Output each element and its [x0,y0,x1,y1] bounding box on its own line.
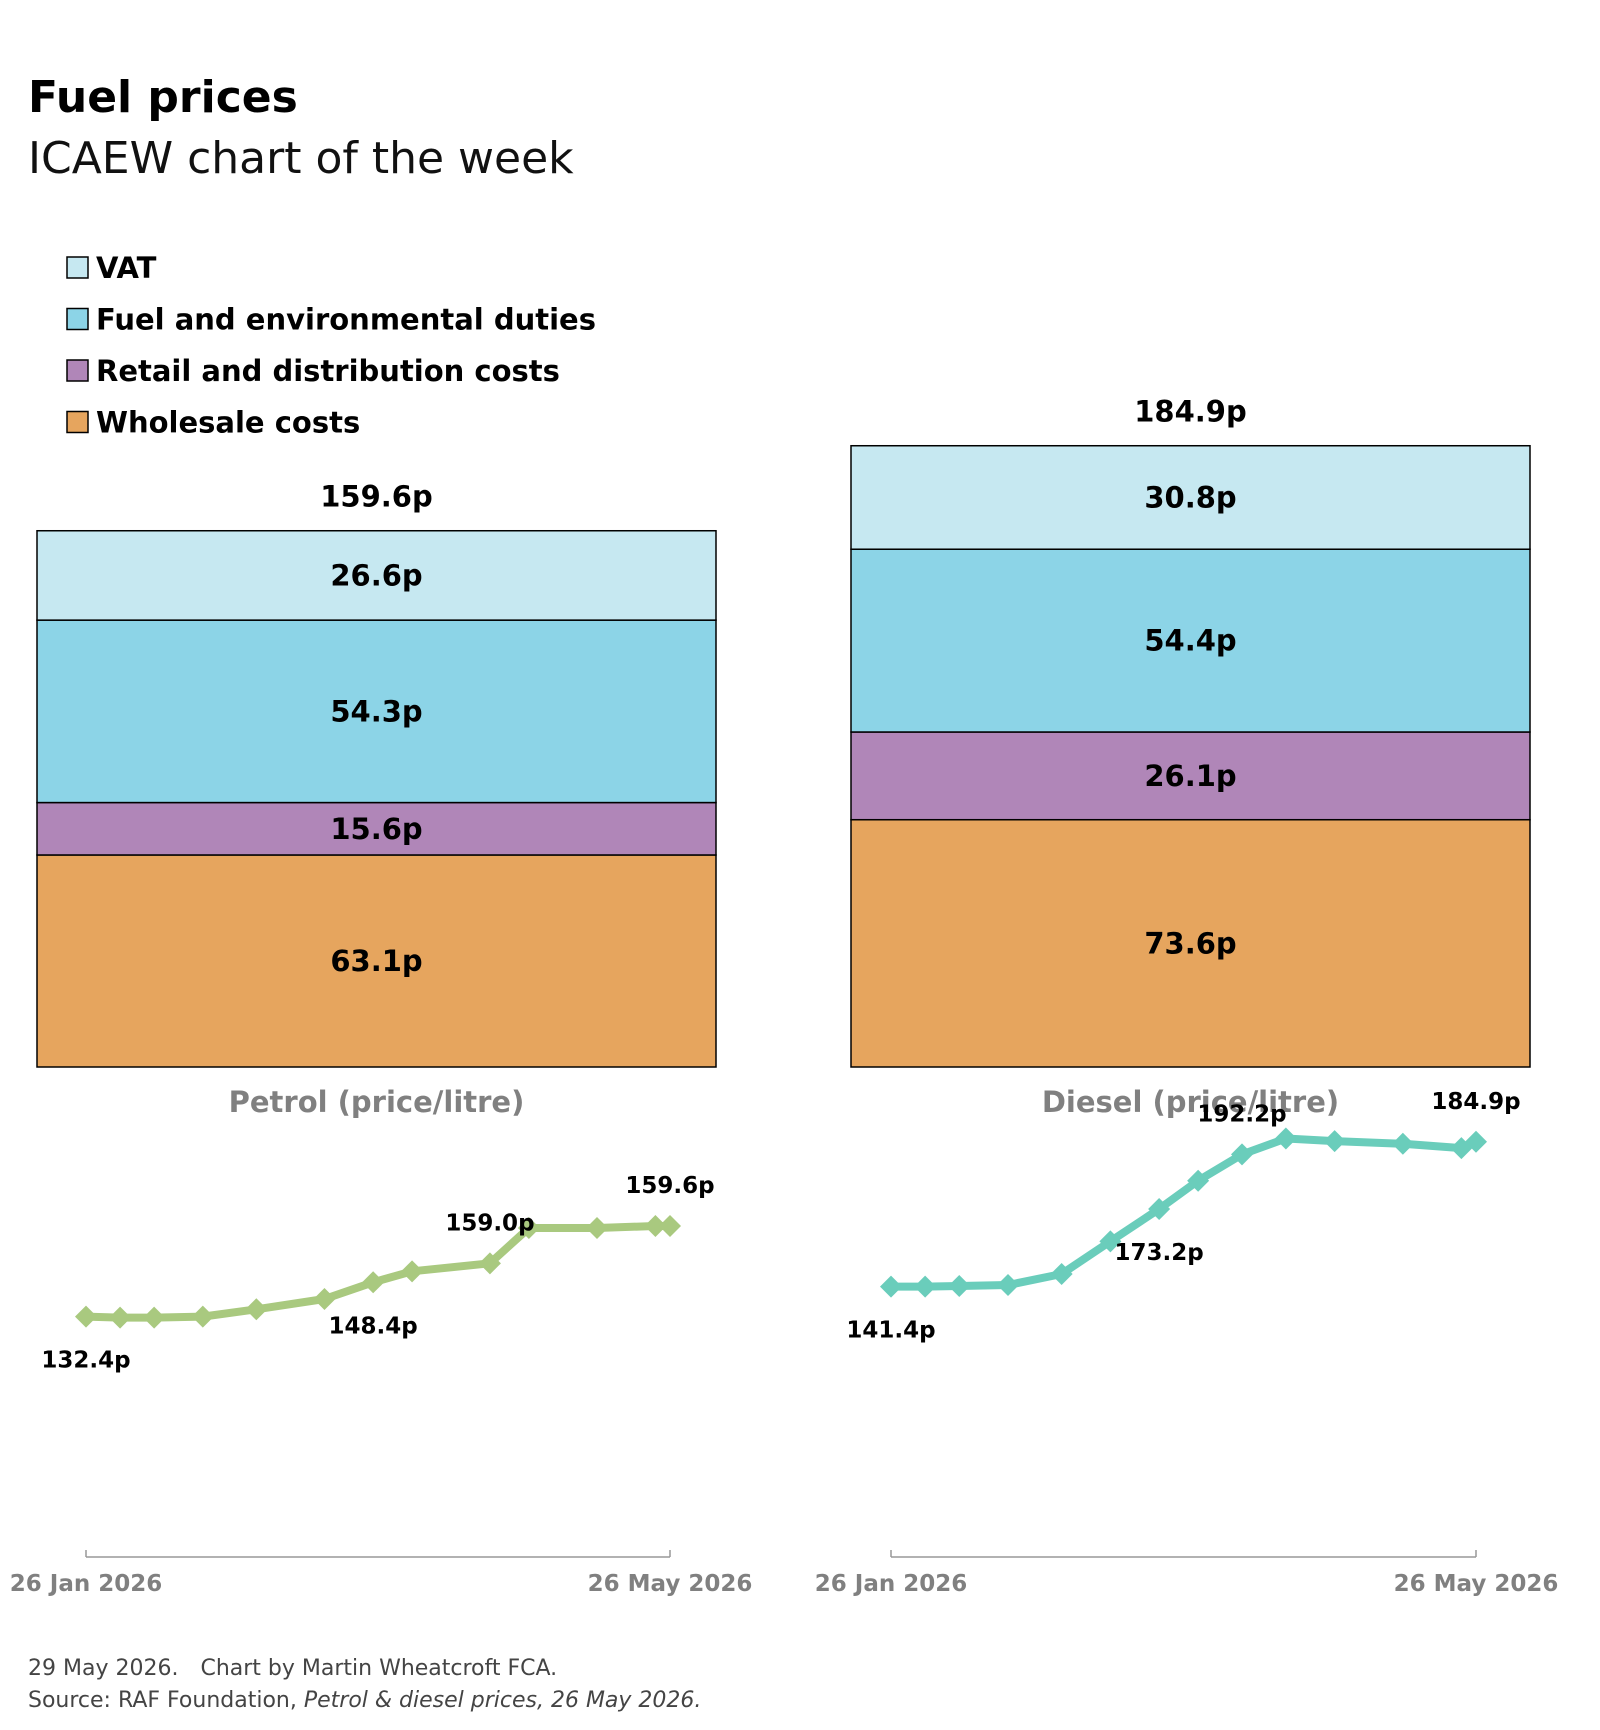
legend-label-fuel-and-environmental-duties: Fuel and environmental duties [96,303,596,337]
legend-label-wholesale-costs: Wholesale costs [96,406,360,440]
bar-value-label: 54.3p [330,694,422,728]
bar-segment-wholesale-costs-petrol [36,854,717,1068]
price-point-diesel [1274,1127,1297,1150]
price-point-petrol [109,1306,132,1329]
price-annotation-petrol: 132.4p [41,1348,130,1374]
price-annotation-petrol: 148.4p [329,1313,418,1339]
price-annotation-diesel: 173.2p [1115,1240,1204,1266]
bar-segment-vat-diesel [850,444,1531,550]
price-point-diesel [1187,1169,1210,1192]
price-point-petrol [659,1215,681,1238]
price-point-petrol [143,1306,166,1329]
bar-segment-vat-petrol [36,529,717,621]
price-point-petrol [362,1271,385,1294]
price-point-petrol [586,1217,608,1240]
bar-segment-fuel-and-environmental-duties-diesel [850,548,1531,733]
bar-value-label: 63.1p [330,944,422,978]
price-point-petrol [313,1287,336,1310]
bar-value-label: 54.4p [1144,624,1236,658]
price-annotation-diesel: 141.4p [846,1318,935,1344]
footer-credit: Chart by Martin Wheatcroft FCA. [200,1656,558,1681]
price-annotation-petrol: 159.6p [625,1173,714,1199]
price-point-diesel [880,1275,902,1298]
bar-value-label: 15.6p [330,812,422,846]
footer-source-line: Source: RAF Foundation, Petrol & diesel … [28,1688,701,1713]
legend-swatch-wholesale-costs [66,410,89,434]
price-line-petrol [82,1222,674,1322]
bar-value-label: 26.6p [330,558,422,592]
footer-credit-line: 29 May 2026. Chart by Martin Wheatcroft F… [28,1656,557,1681]
price-point-petrol [191,1305,214,1328]
price-annotation-diesel: 192.2p [1197,1101,1286,1127]
legend-swatch-retail-and-distribution-costs [66,359,89,382]
price-point-diesel [1465,1130,1487,1153]
price-point-petrol [75,1305,97,1328]
price-point-diesel [1050,1262,1073,1285]
bar-segment-fuel-and-environmental-duties-petrol [36,619,717,804]
price-point-diesel [1231,1143,1253,1166]
chart-subtitle: ICAEW chart of the week [28,133,574,184]
footer-date: 29 May 2026. [28,1656,179,1681]
price-point-diesel [997,1273,1019,1296]
price-annotation-petrol: 159.0p [445,1210,534,1236]
bar-segment-wholesale-costs-diesel [850,818,1531,1068]
price-point-diesel [1099,1230,1122,1253]
price-point-diesel [1148,1198,1171,1221]
x-tick-label-end-petrol: 26 May 2026 [588,1571,753,1597]
x-tick-label-end-diesel: 26 May 2026 [1394,1571,1559,1597]
bar-total-label: 159.6p [320,480,433,514]
price-annotation-diesel: 184.9p [1431,1089,1520,1115]
price-point-diesel [948,1274,971,1297]
bar-segment-retail-and-distribution-costs-diesel [850,731,1531,821]
footer-source-title: Petrol & diesel prices, 26 May 2026. [303,1688,702,1713]
bar-value-label: 26.1p [1144,759,1236,793]
legend-label-vat: VAT [96,251,157,285]
price-point-petrol [245,1298,268,1321]
bar-total-label: 184.9p [1134,395,1247,429]
legend-swatch-fuel-and-environmental-duties [66,307,89,331]
bar-segment-retail-and-distribution-costs-petrol [36,801,717,856]
category-label-petrol: Petrol (price/litre) [229,1085,525,1119]
price-point-petrol [644,1215,667,1238]
price-point-diesel [1323,1130,1346,1153]
bar-value-label: 73.6p [1144,926,1236,960]
price-point-petrol [517,1217,540,1240]
price-point-petrol [401,1260,424,1283]
legend-swatch-vat [66,256,89,279]
price-point-diesel [1391,1132,1414,1155]
x-tick-label-start-diesel: 26 Jan 2026 [815,1571,968,1597]
price-point-diesel [914,1275,937,1298]
category-label-diesel: Diesel (price/litre) [1042,1085,1339,1119]
footer-source-prefix: Source: RAF Foundation, [28,1688,297,1713]
x-tick-label-start-petrol: 26 Jan 2026 [10,1571,163,1597]
legend-label-retail-and-distribution-costs: Retail and distribution costs [96,354,560,388]
bar-value-label: 30.8p [1144,480,1236,514]
chart-title: Fuel prices [28,72,298,123]
price-point-petrol [478,1252,501,1275]
